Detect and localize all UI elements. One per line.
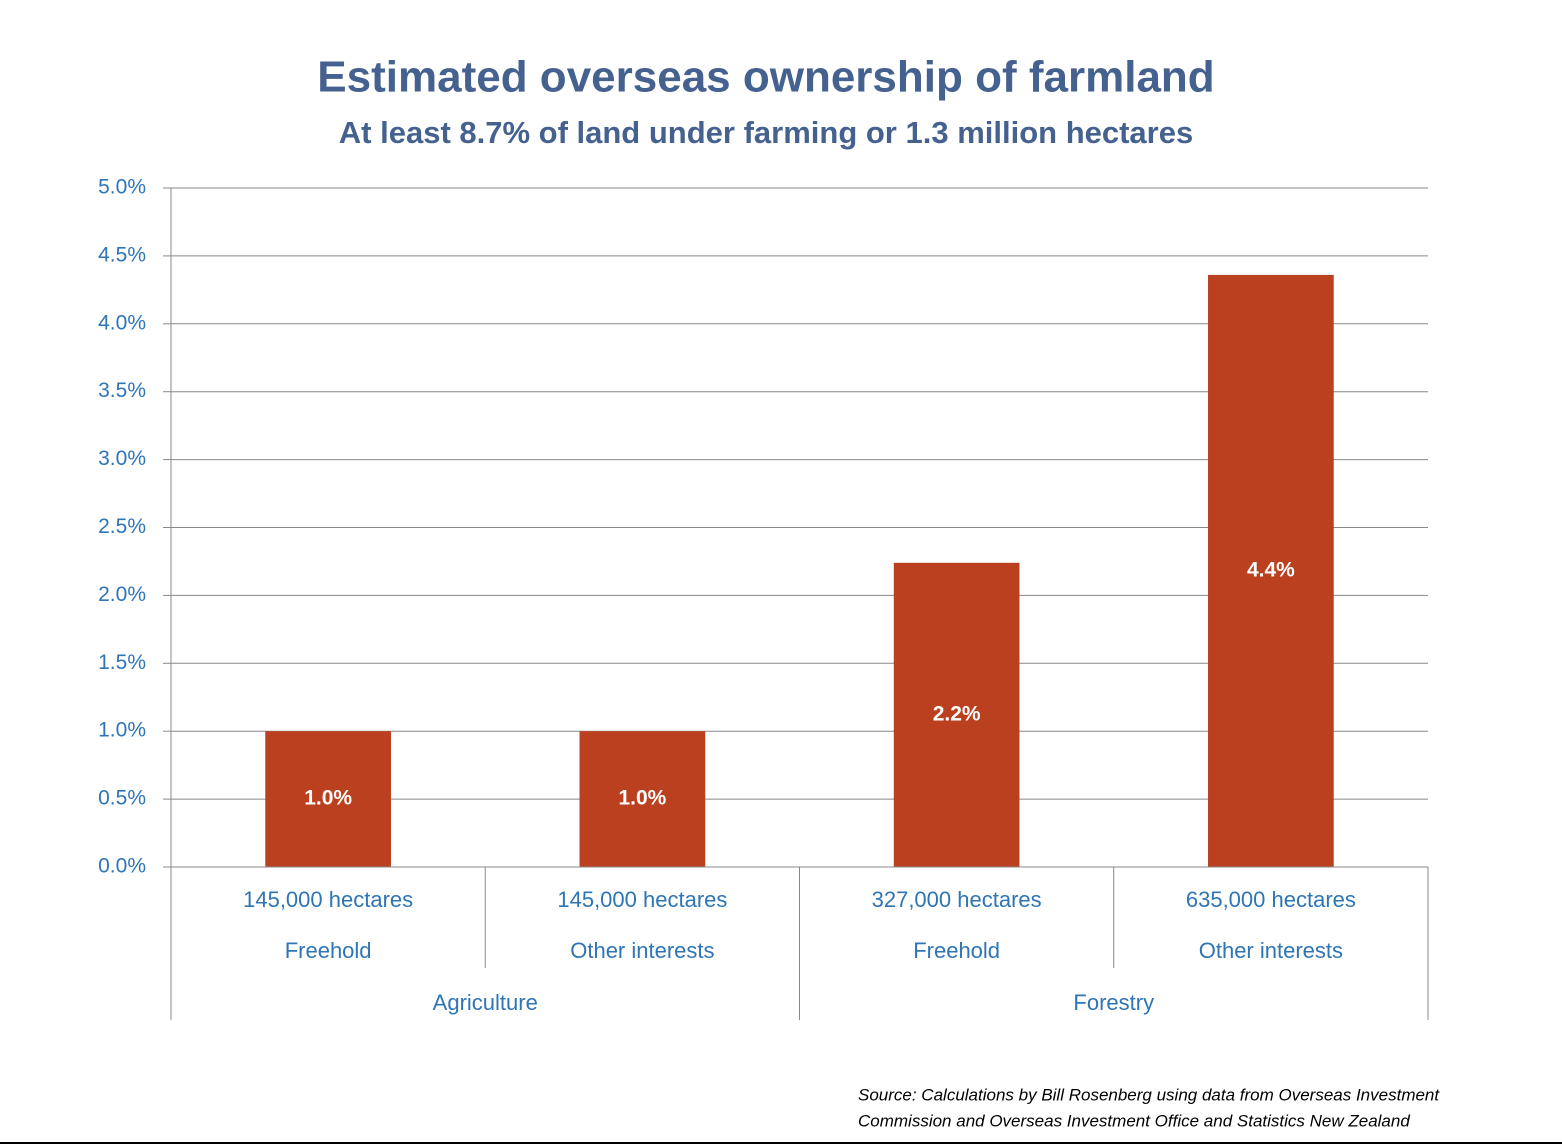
y-tick-label: 4.0% bbox=[98, 311, 146, 334]
chart-title: Estimated overseas ownership of farmland bbox=[317, 53, 1214, 102]
bar bbox=[579, 731, 706, 867]
x-tick-sublabel: 145,000 hectares bbox=[557, 887, 727, 912]
source-note: Source: Calculations by Bill Rosenberg u… bbox=[858, 1085, 1440, 1104]
chart-subtitle: At least 8.7% of land under farming or 1… bbox=[339, 115, 1193, 150]
y-tick-label: 3.0% bbox=[98, 447, 146, 470]
y-tick-label: 3.5% bbox=[98, 379, 146, 402]
x-tick-sublabel: 145,000 hectares bbox=[243, 887, 413, 912]
y-tick-label: 1.0% bbox=[98, 719, 146, 742]
source-note: Commission and Overseas Investment Offic… bbox=[858, 1111, 1410, 1130]
value-label: 4.4% bbox=[1247, 559, 1295, 582]
value-label: 2.2% bbox=[933, 702, 981, 725]
value-label: 1.0% bbox=[304, 787, 352, 810]
group-label: Agriculture bbox=[433, 990, 538, 1015]
x-tick-sublabel: 635,000 hectares bbox=[1186, 887, 1356, 912]
bar bbox=[1208, 274, 1334, 867]
y-tick-label: 2.0% bbox=[98, 583, 146, 606]
x-tick-sublabel: 327,000 hectares bbox=[872, 887, 1042, 912]
value-label: 1.0% bbox=[618, 787, 666, 810]
y-tick-label: 2.5% bbox=[98, 515, 146, 538]
bar bbox=[265, 731, 391, 867]
y-tick-label: 5.0% bbox=[98, 176, 146, 199]
x-tick-label: Other interests bbox=[570, 938, 714, 963]
y-tick-label: 0.5% bbox=[98, 787, 146, 810]
y-tick-label: 0.0% bbox=[98, 855, 146, 878]
group-label: Forestry bbox=[1073, 990, 1154, 1015]
x-tick-label: Freehold bbox=[285, 938, 372, 963]
x-tick-label: Other interests bbox=[1199, 938, 1343, 963]
x-tick-label: Freehold bbox=[913, 938, 1000, 963]
bar bbox=[893, 562, 1020, 867]
y-tick-label: 1.5% bbox=[98, 651, 146, 674]
y-tick-label: 4.5% bbox=[98, 243, 146, 266]
